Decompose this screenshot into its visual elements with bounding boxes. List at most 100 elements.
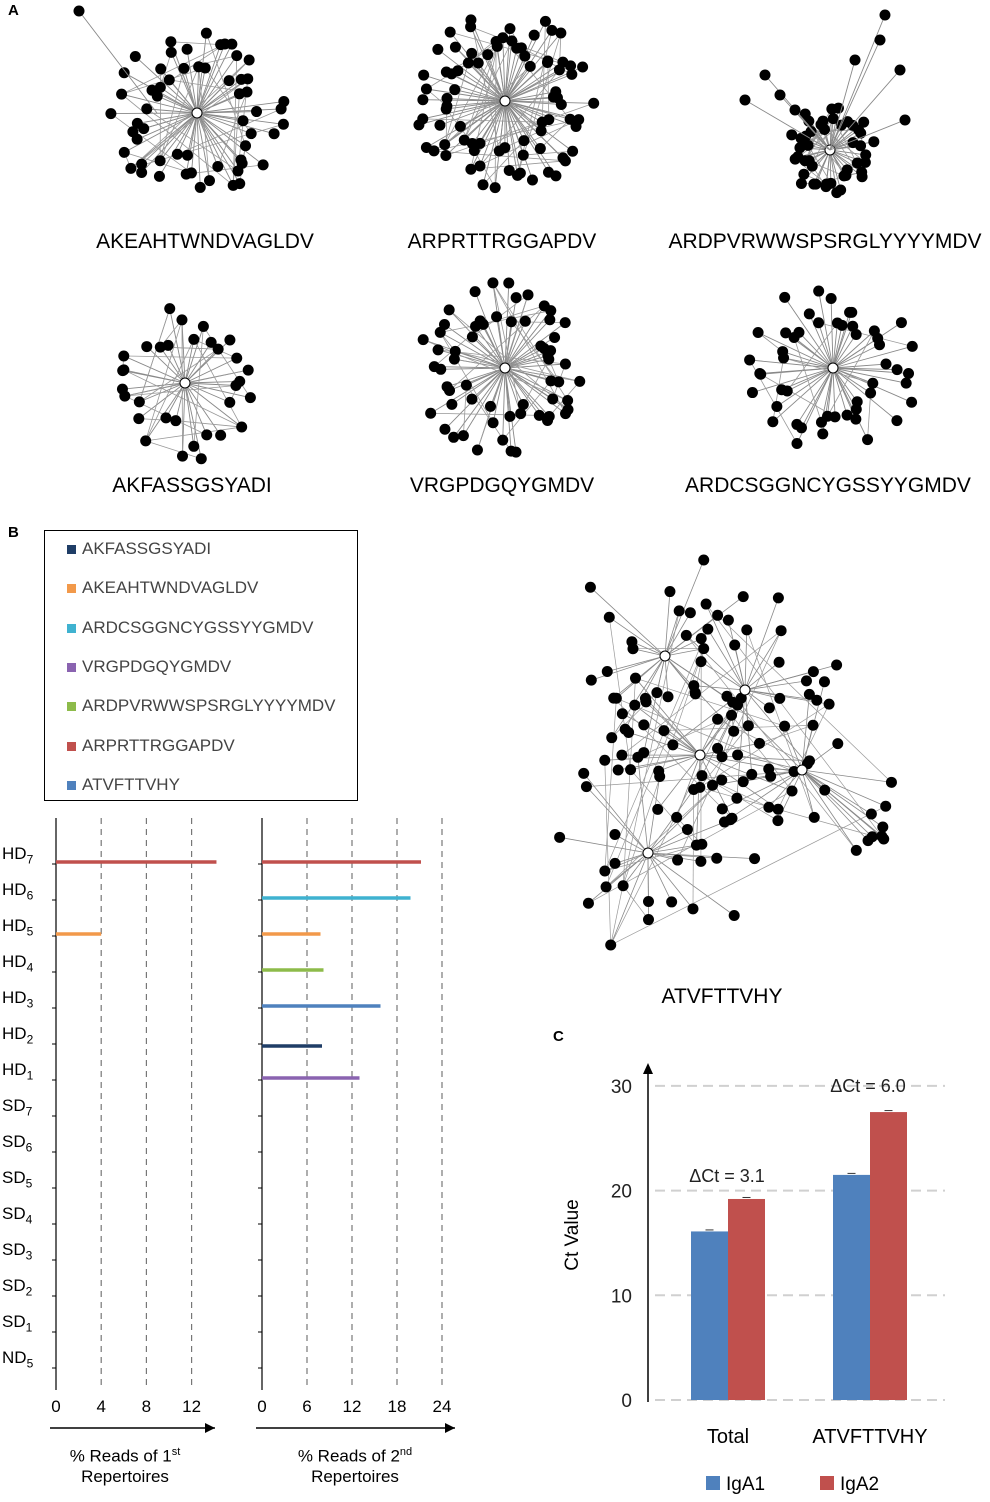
network-edge bbox=[832, 325, 843, 369]
network-edge bbox=[712, 769, 803, 786]
network-edge bbox=[121, 43, 226, 95]
network-node bbox=[231, 352, 243, 364]
network-node bbox=[140, 435, 152, 447]
network-edge bbox=[588, 852, 649, 904]
network-node bbox=[900, 377, 912, 389]
network-node bbox=[673, 605, 685, 617]
network-node bbox=[695, 633, 707, 645]
network-edge bbox=[776, 367, 834, 407]
network-edge bbox=[494, 41, 497, 188]
network-edge bbox=[196, 33, 207, 114]
network-node bbox=[441, 92, 453, 104]
network-edge bbox=[196, 111, 257, 114]
legend-label-iga2: IgA2 bbox=[840, 1474, 879, 1495]
network-node bbox=[466, 47, 478, 59]
network-node bbox=[737, 776, 749, 788]
category-label: HD5 bbox=[2, 916, 34, 939]
network-graph-akfassgsyadi bbox=[116, 303, 256, 465]
legend-swatch bbox=[67, 701, 76, 711]
network-edge bbox=[184, 382, 208, 436]
network-node bbox=[171, 148, 183, 160]
x-tick-label: 4 bbox=[96, 1397, 105, 1416]
network-node bbox=[574, 375, 586, 387]
network-center-node bbox=[642, 847, 654, 859]
network-edge bbox=[559, 836, 649, 854]
network-node bbox=[789, 104, 801, 116]
x-tick-label: 6 bbox=[302, 1397, 311, 1416]
network-node bbox=[866, 831, 878, 843]
network-edge bbox=[647, 776, 661, 854]
network-node bbox=[850, 403, 862, 415]
network-node bbox=[698, 554, 710, 566]
network-node bbox=[200, 27, 212, 39]
network-node bbox=[440, 103, 452, 115]
network-node bbox=[154, 155, 166, 167]
network-node bbox=[544, 314, 556, 326]
network-node bbox=[449, 84, 461, 96]
network-edge bbox=[78, 10, 158, 114]
network-node bbox=[275, 103, 287, 115]
network-node bbox=[687, 903, 699, 915]
network-node bbox=[160, 412, 172, 424]
network-node bbox=[243, 54, 255, 66]
network-node bbox=[617, 880, 629, 892]
network-edge bbox=[610, 805, 886, 946]
network-node bbox=[472, 57, 484, 69]
legend-item: ARPRTTRGGAPDV bbox=[67, 736, 235, 756]
network-node bbox=[827, 113, 839, 125]
network-node bbox=[841, 409, 853, 421]
network-node bbox=[165, 46, 177, 58]
network-edge bbox=[198, 66, 210, 181]
network-edge bbox=[175, 420, 242, 428]
network-node bbox=[487, 417, 499, 429]
network-node bbox=[487, 277, 499, 289]
network-node bbox=[798, 168, 810, 180]
network-edge bbox=[658, 754, 701, 772]
network-node bbox=[510, 292, 522, 304]
network-edge bbox=[217, 91, 248, 167]
network-edge bbox=[510, 321, 560, 383]
network-edge bbox=[686, 635, 746, 691]
network-node bbox=[754, 368, 766, 380]
network-node bbox=[868, 136, 880, 148]
network-edge bbox=[184, 382, 230, 403]
network-node bbox=[746, 387, 758, 399]
network-edge bbox=[494, 100, 506, 188]
network-node bbox=[767, 416, 779, 428]
network-node bbox=[680, 629, 692, 641]
network-node bbox=[711, 852, 723, 864]
network-edge bbox=[184, 339, 195, 384]
network-node bbox=[118, 364, 130, 376]
network-node bbox=[554, 831, 566, 843]
network-edge bbox=[444, 46, 498, 145]
network-node bbox=[654, 771, 666, 783]
network-edge bbox=[492, 367, 506, 423]
network-edge bbox=[504, 282, 510, 369]
network-node bbox=[891, 415, 903, 427]
network-edge bbox=[434, 366, 506, 369]
network-node bbox=[237, 115, 249, 127]
network-edge bbox=[622, 852, 649, 886]
network-node bbox=[722, 614, 734, 626]
network-label: VRGPDGQYGMDV bbox=[409, 474, 595, 497]
network-node bbox=[199, 62, 211, 74]
network-node bbox=[164, 303, 176, 315]
network-edge bbox=[504, 100, 510, 171]
network-edge bbox=[818, 290, 834, 369]
network-node bbox=[236, 421, 248, 433]
network-node bbox=[771, 400, 783, 412]
network-node bbox=[553, 64, 565, 76]
network-node bbox=[777, 346, 789, 358]
network-node bbox=[471, 444, 483, 456]
network-node bbox=[585, 674, 597, 686]
legend-item: ATVFTTVHY bbox=[67, 775, 180, 795]
category-label: HD1 bbox=[2, 1060, 34, 1083]
network-node bbox=[545, 305, 557, 317]
network-edge bbox=[196, 112, 234, 186]
network-node bbox=[535, 125, 547, 137]
network-node bbox=[557, 152, 569, 164]
network-node bbox=[817, 115, 829, 127]
network-node bbox=[700, 598, 712, 610]
network-edge bbox=[170, 41, 221, 46]
network-edge bbox=[647, 852, 717, 859]
